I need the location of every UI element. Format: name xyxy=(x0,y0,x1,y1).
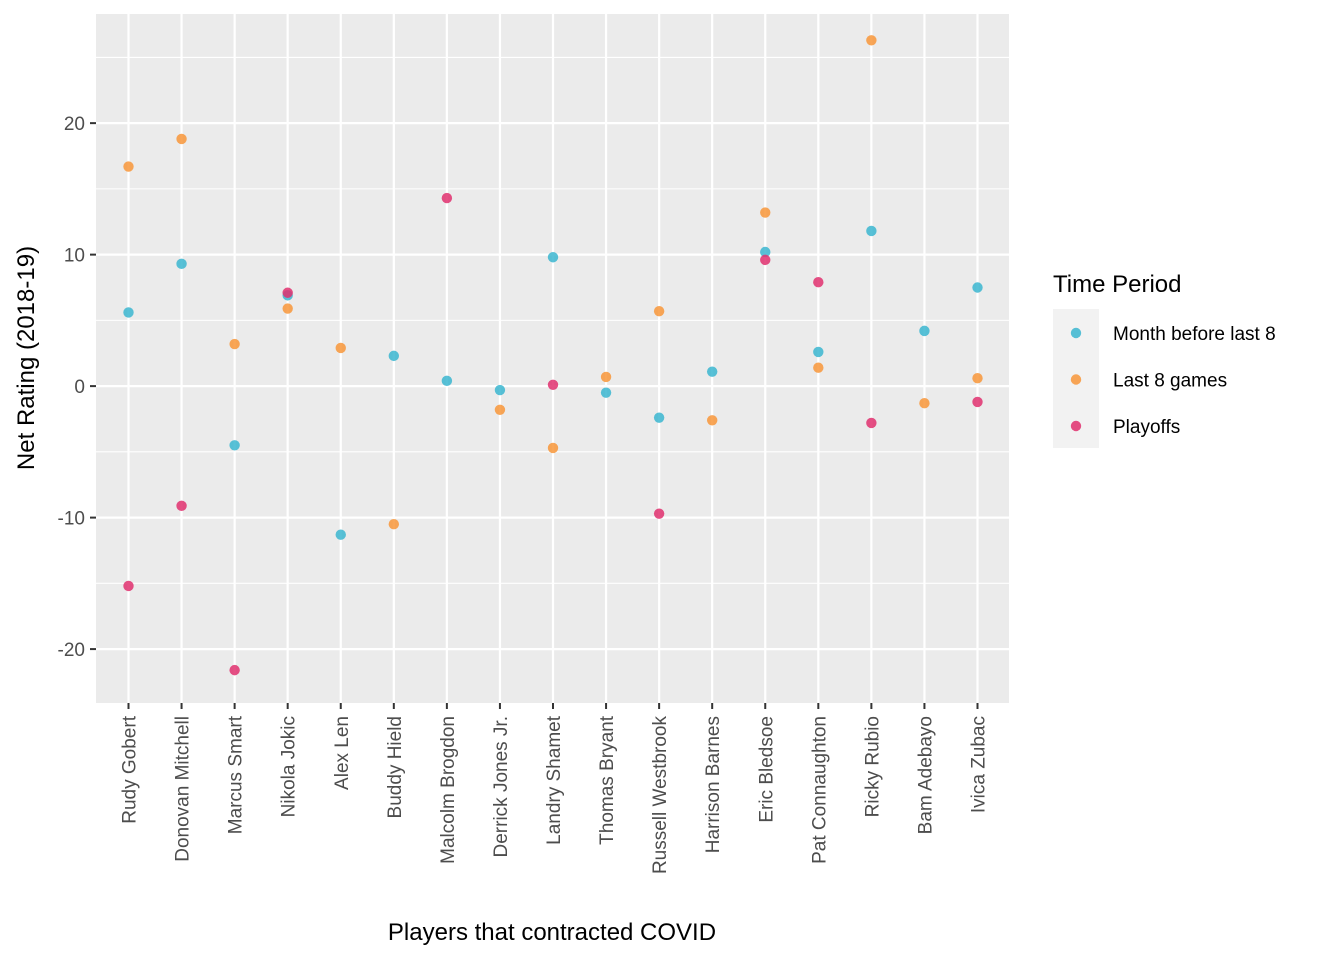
legend-title: Time Period xyxy=(1053,271,1181,298)
x-axis-title: Players that contracted COVID xyxy=(388,919,716,946)
point-playoffs xyxy=(972,396,983,408)
x-tick-label: Nikola Jokic xyxy=(279,716,300,817)
point-last-8-games xyxy=(866,35,877,46)
data-points xyxy=(123,35,983,676)
point-last-8-games xyxy=(494,404,506,415)
point-playoffs xyxy=(176,500,187,511)
point-last-8-games xyxy=(600,371,612,383)
point-playoffs xyxy=(441,192,453,204)
point-month-before-last-8 xyxy=(176,258,187,270)
point-last-8-games xyxy=(813,362,824,373)
point-month-before-last-8 xyxy=(388,350,400,362)
point-last-8-games xyxy=(919,398,930,409)
point-playoffs xyxy=(229,664,240,676)
point-playoffs xyxy=(813,277,824,288)
y-tick-label: -10 xyxy=(58,509,85,530)
point-month-before-last-8 xyxy=(123,307,134,318)
x-tick-label: Alex Len xyxy=(332,716,353,790)
y-axis: -20 -10 0 10 20 xyxy=(58,114,96,661)
point-last-8-games xyxy=(123,161,134,172)
point-month-before-last-8 xyxy=(866,225,877,237)
point-playoffs xyxy=(760,254,771,266)
point-month-before-last-8 xyxy=(706,366,718,377)
point-month-before-last-8 xyxy=(760,246,771,258)
x-tick-label: Eric Bledsoe xyxy=(756,716,777,823)
x-tick-label: Donovan Mitchell xyxy=(173,716,194,862)
point-last-8-games xyxy=(760,207,771,218)
x-tick-label: Bam Adebayo xyxy=(915,716,936,834)
y-tick-label: 20 xyxy=(64,114,85,135)
x-tick-label: Thomas Bryant xyxy=(597,715,618,845)
x-tick-label: Ivica Zubac xyxy=(969,716,990,813)
legend-label: Playoffs xyxy=(1113,417,1180,438)
point-playoffs xyxy=(547,379,559,390)
point-playoffs xyxy=(866,417,877,429)
point-last-8-games xyxy=(388,518,400,530)
x-tick-label: Malcolm Brogdon xyxy=(438,716,459,864)
legend: Time Period Month before last 8 Last 8 ga… xyxy=(1053,271,1276,448)
x-tick-label: Buddy Hield xyxy=(385,716,406,818)
point-last-8-games xyxy=(547,442,559,454)
legend-key xyxy=(1070,420,1082,432)
y-tick-label: 10 xyxy=(64,246,85,267)
point-last-8-games xyxy=(229,338,240,350)
point-month-before-last-8 xyxy=(229,440,240,451)
x-axis: Rudy Gobert Donovan Mitchell Marcus Smart N… xyxy=(120,703,990,874)
x-tick-label: Marcus Smart xyxy=(226,715,247,834)
point-last-8-games xyxy=(706,415,718,426)
y-tick-label: -20 xyxy=(58,640,85,661)
x-tick-label: Pat Connaughton xyxy=(809,716,830,864)
x-tick-label: Landry Shamet xyxy=(544,715,565,845)
x-tick-label: Rudy Gobert xyxy=(120,715,141,823)
point-month-before-last-8 xyxy=(600,387,612,398)
point-month-before-last-8 xyxy=(653,412,665,423)
point-playoffs xyxy=(653,508,665,519)
x-tick-label: Russell Westbrook xyxy=(650,716,671,875)
point-month-before-last-8 xyxy=(335,529,346,540)
legend-label: Last 8 games xyxy=(1113,371,1227,392)
point-month-before-last-8 xyxy=(547,252,559,263)
point-month-before-last-8 xyxy=(813,346,824,358)
point-month-before-last-8 xyxy=(919,325,930,337)
point-last-8-games xyxy=(176,133,187,145)
point-last-8-games xyxy=(282,303,293,314)
point-last-8-games xyxy=(335,342,346,354)
y-tick-label: 0 xyxy=(74,377,85,398)
point-playoffs xyxy=(123,580,134,592)
legend-key xyxy=(1070,374,1082,385)
point-month-before-last-8 xyxy=(494,384,506,396)
x-tick-label: Harrison Barnes xyxy=(703,716,724,853)
legend-key xyxy=(1070,327,1082,339)
legend-label: Month before last 8 xyxy=(1113,324,1276,345)
point-month-before-last-8 xyxy=(972,282,983,293)
point-playoffs xyxy=(282,287,293,298)
x-tick-label: Ricky Rubio xyxy=(862,716,883,817)
point-month-before-last-8 xyxy=(441,375,453,387)
point-last-8-games xyxy=(972,373,983,384)
point-last-8-games xyxy=(653,305,665,317)
x-tick-label: Derrick Jones Jr. xyxy=(491,716,512,857)
y-axis-title: Net Rating (2018-19) xyxy=(13,246,40,470)
